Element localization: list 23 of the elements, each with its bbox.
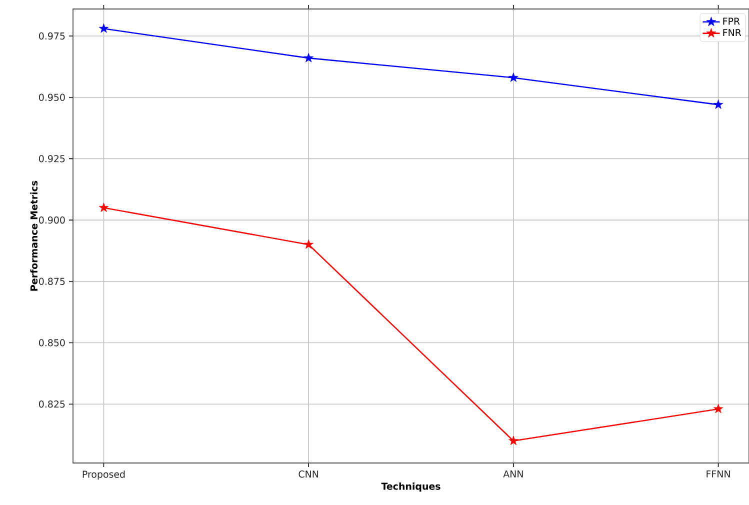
point	[713, 404, 724, 414]
x-tick-label: CNN	[298, 470, 318, 478]
y-tick-label: 0.875	[39, 278, 65, 285]
point	[508, 436, 518, 446]
legend-label: FNR	[723, 29, 742, 36]
x-tick-label: ANN	[503, 470, 523, 478]
x-axis-title: Techniques	[381, 482, 440, 492]
point	[713, 100, 724, 109]
y-tick-label: 0.825	[39, 400, 65, 408]
x-tick-label: FFNN	[706, 470, 730, 478]
point	[98, 202, 109, 212]
x-tick-label: Proposed	[82, 470, 125, 480]
point	[98, 23, 109, 33]
point	[304, 52, 314, 62]
y-tick-label: 0.900	[39, 216, 65, 224]
point	[304, 239, 314, 249]
y-tick-label: 0.975	[39, 32, 65, 40]
legend-label: FPR	[723, 18, 740, 25]
y-tick-label: 0.925	[39, 155, 65, 162]
point	[508, 72, 518, 82]
y-axis-title: Performance Metrics	[30, 180, 38, 291]
y-tick-label: 0.950	[39, 94, 65, 101]
y-tick-label: 0.850	[39, 339, 65, 346]
